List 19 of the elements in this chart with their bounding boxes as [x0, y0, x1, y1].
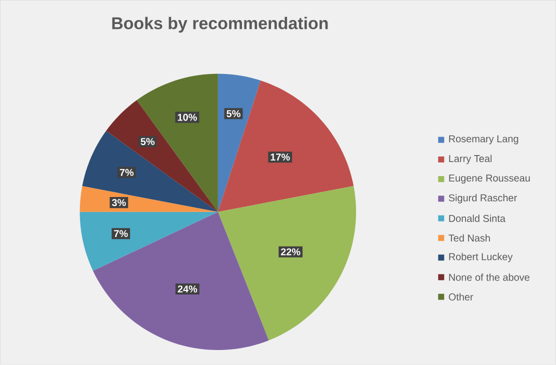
legend-label: Larry Teal	[449, 154, 492, 164]
data-label: 5%	[226, 110, 240, 118]
data-label: 7%	[114, 230, 128, 238]
data-label: 22%	[280, 248, 300, 256]
legend-label: None of the above	[449, 274, 530, 281]
data-label: 17%	[270, 154, 290, 161]
data-label: 10%	[178, 114, 197, 121]
legend-label: Sigurd Rascher	[448, 194, 517, 204]
legend-label: Robert Luckey	[449, 253, 513, 262]
data-label: 3%	[112, 199, 126, 206]
data-label: 24%	[178, 286, 198, 293]
legend-label: Rosemary Lang	[449, 135, 518, 144]
data-label: 7%	[120, 169, 134, 176]
data-label: 5%	[140, 138, 155, 146]
legend-label: Donald Sinta	[449, 214, 506, 222]
legend-label: Other	[448, 293, 474, 301]
legend-label: Eugene Rousseau	[449, 174, 530, 184]
legend-label: Ted Nash	[448, 234, 490, 242]
chart-title: Books by recommendation	[112, 16, 328, 33]
